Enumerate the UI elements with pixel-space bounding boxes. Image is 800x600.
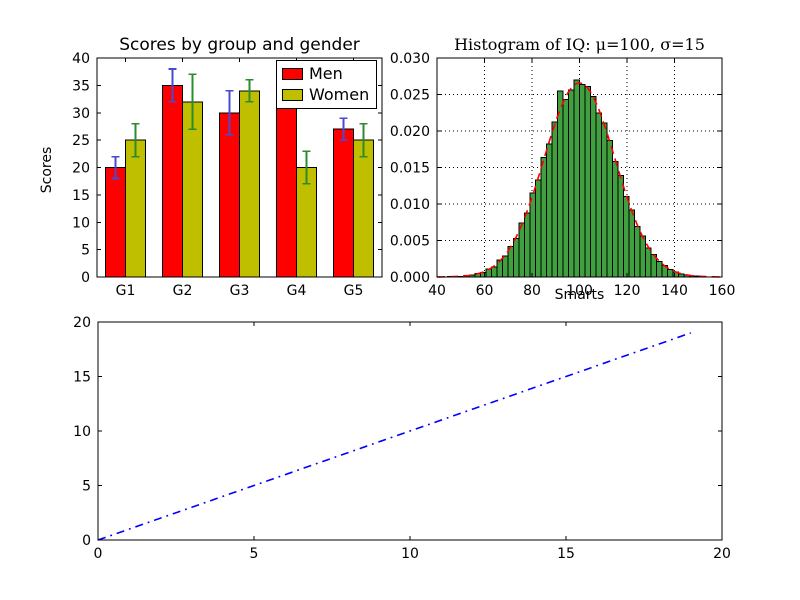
svg-text:0.025: 0.025	[390, 88, 430, 104]
svg-text:15: 15	[73, 370, 91, 386]
svg-text:0: 0	[94, 546, 103, 562]
bar-chart-ylabel: Scores	[39, 146, 55, 194]
svg-text:25: 25	[72, 133, 90, 149]
svg-text:40: 40	[72, 51, 90, 67]
svg-text:0: 0	[82, 533, 91, 549]
men-color-swatch	[282, 68, 303, 80]
svg-text:20: 20	[713, 546, 731, 562]
svg-text:0.000: 0.000	[390, 270, 430, 286]
men-legend-label: Men	[309, 64, 343, 83]
svg-text:30: 30	[72, 106, 90, 122]
svg-text:G5: G5	[344, 283, 364, 299]
svg-text:15: 15	[72, 188, 90, 204]
histogram-xlabel: Smarts	[554, 287, 605, 303]
svg-text:40: 40	[428, 283, 446, 299]
svg-text:G3: G3	[230, 283, 250, 299]
svg-text:10: 10	[72, 215, 90, 231]
svg-text:0.020: 0.020	[390, 124, 430, 140]
svg-text:15: 15	[557, 546, 575, 562]
legend-item-women: Women	[282, 86, 369, 104]
histogram-title: Histogram of IQ: μ=100, σ=15	[454, 35, 705, 54]
svg-text:20: 20	[72, 161, 90, 177]
women-color-swatch	[282, 89, 303, 101]
bar-chart-canvas: G1 G2 G3 G4 G5 0 5 10 15 20 25 30 35 40	[72, 51, 383, 299]
svg-text:5: 5	[82, 479, 91, 495]
svg-text:10: 10	[401, 546, 419, 562]
svg-text:0: 0	[81, 270, 90, 286]
svg-text:120: 120	[614, 283, 641, 299]
bar-chart-title: Scores by group and gender	[119, 35, 360, 55]
histogram-canvas: 40 60 80 100 120 140 160 0.000 0.005 0.010 0.015 0.…	[390, 51, 736, 299]
women-legend-label: Women	[309, 85, 370, 104]
legend-item-men: Men	[282, 65, 369, 83]
svg-text:0.005: 0.005	[390, 234, 430, 250]
svg-text:10: 10	[73, 424, 91, 440]
svg-text:0.010: 0.010	[390, 197, 430, 213]
svg-text:20: 20	[73, 315, 91, 331]
legend: Men Women	[276, 60, 378, 109]
svg-text:G2: G2	[173, 283, 193, 299]
svg-text:100: 100	[566, 283, 593, 299]
svg-text:80: 80	[523, 283, 541, 299]
svg-text:G1: G1	[116, 283, 136, 299]
svg-text:60: 60	[476, 283, 494, 299]
svg-text:140: 140	[661, 283, 688, 299]
svg-text:35: 35	[72, 78, 90, 94]
svg-text:0.030: 0.030	[390, 51, 430, 67]
svg-text:160: 160	[709, 283, 736, 299]
svg-text:5: 5	[81, 243, 90, 259]
svg-text:0.015: 0.015	[390, 161, 430, 177]
svg-text:5: 5	[250, 546, 259, 562]
line-plot-canvas: 0 5 10 15 20 0 5 10 15 20	[73, 315, 731, 562]
svg-text:G4: G4	[287, 283, 307, 299]
